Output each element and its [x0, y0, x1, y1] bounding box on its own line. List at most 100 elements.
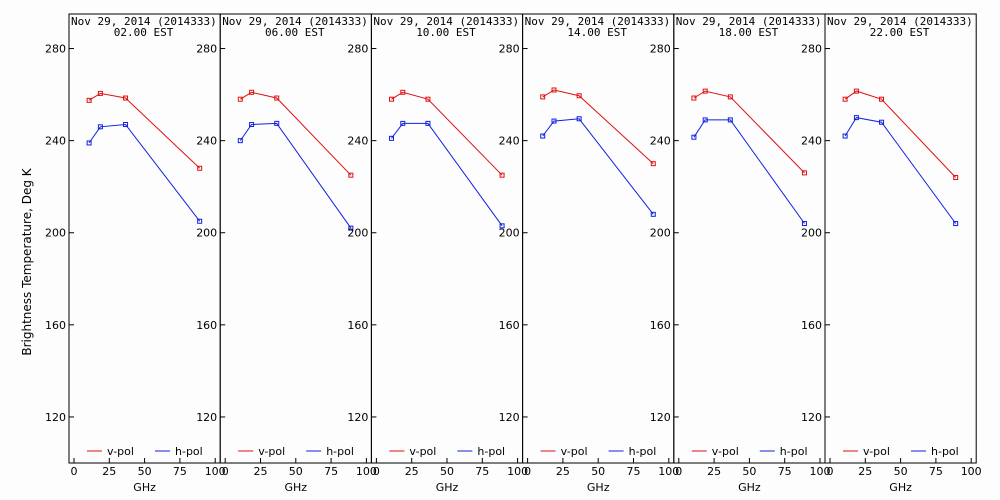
x-tick-label: 0	[524, 465, 531, 478]
x-tick-label: 50	[138, 465, 152, 478]
y-tick-label: 200	[650, 227, 671, 240]
x-axis-label: GHz	[436, 481, 459, 494]
data-point-h-pol	[348, 225, 354, 231]
data-point-h-pol	[842, 133, 848, 139]
chart-panel-4: Nov 29, 2014 (2014333)14.00 EST 120 160 200…	[499, 13, 679, 494]
panel-subtitle: 02.00 EST	[114, 26, 174, 39]
y-tick-label: 160	[45, 319, 66, 332]
data-point-v-pol	[650, 161, 656, 167]
y-tick-label: 160	[801, 319, 822, 332]
x-axis-label: GHz	[738, 481, 761, 494]
x-tick-label: 0	[222, 465, 229, 478]
data-point-v-pol	[400, 89, 406, 95]
legend-label-h-pol: h-pol	[477, 445, 505, 458]
y-tick-label: 280	[499, 43, 520, 56]
x-tick-label: 75	[324, 465, 338, 478]
series-line-h-pol	[542, 118, 654, 215]
x-tick-label: 100	[810, 465, 831, 478]
y-tick-label: 240	[347, 135, 368, 148]
x-tick-label: 0	[373, 465, 380, 478]
x-tick-label: 100	[658, 465, 679, 478]
x-axis-label: GHz	[587, 481, 610, 494]
x-tick-label: 0	[71, 465, 78, 478]
chart-panel-3: Nov 29, 2014 (2014333)10.00 EST 120 160 200…	[347, 13, 528, 494]
x-tick-label: 25	[405, 465, 419, 478]
data-point-v-pol	[551, 87, 557, 93]
y-tick-label: 240	[650, 135, 671, 148]
data-point-v-pol	[499, 172, 505, 178]
data-point-h-pol	[400, 120, 406, 126]
y-tick-label: 240	[801, 135, 822, 148]
y-tick-label: 120	[45, 411, 66, 424]
data-point-v-pol	[348, 172, 354, 178]
data-point-h-pol	[249, 122, 255, 128]
y-tick-label: 200	[45, 227, 66, 240]
panel-subtitle: 06.00 EST	[265, 26, 325, 39]
data-point-h-pol	[853, 115, 859, 121]
y-tick-label: 200	[801, 227, 822, 240]
data-point-h-pol	[727, 117, 733, 123]
legend-label-v-pol: v-pol	[561, 445, 588, 458]
legend-label-h-pol: h-pol	[629, 445, 657, 458]
legend-label-h-pol: h-pol	[175, 445, 203, 458]
data-point-h-pol	[123, 122, 129, 128]
data-point-h-pol	[953, 221, 959, 227]
y-tick-label: 160	[499, 319, 520, 332]
data-point-h-pol	[551, 118, 557, 124]
chart-panel-6: Nov 29, 2014 (2014333)22.00 EST 120 160 200…	[801, 13, 982, 494]
data-point-v-pol	[691, 95, 697, 101]
panel-title: Nov 29, 2014 (2014333)	[71, 15, 217, 28]
panel-subtitle: 18.00 EST	[719, 26, 779, 39]
data-point-v-pol	[97, 90, 103, 96]
data-point-v-pol	[953, 174, 959, 180]
data-point-v-pol	[197, 165, 203, 171]
data-point-v-pol	[576, 93, 582, 99]
x-axis-label: GHz	[285, 481, 308, 494]
x-axis-label: GHz	[133, 481, 156, 494]
panel-title: Nov 29, 2014 (2014333)	[373, 15, 519, 28]
data-point-h-pol	[702, 117, 708, 123]
x-tick-label: 50	[591, 465, 605, 478]
x-tick-label: 0	[827, 465, 834, 478]
chart-panel-1: Nov 29, 2014 (2014333)02.00 EST 120 160 200…	[45, 13, 226, 494]
series-line-h-pol	[844, 117, 957, 224]
x-tick-label: 25	[556, 465, 570, 478]
y-tick-label: 280	[650, 43, 671, 56]
series-line-v-pol	[240, 91, 352, 176]
data-point-v-pol	[879, 96, 885, 102]
chart-panel-2: Nov 29, 2014 (2014333)06.00 EST 120 160 200…	[196, 13, 377, 494]
y-tick-label: 200	[499, 227, 520, 240]
panel-title: Nov 29, 2014 (2014333)	[525, 15, 671, 28]
x-tick-label: 75	[778, 465, 792, 478]
y-axis-label: Brightness Temperature, Deg K	[20, 167, 34, 355]
x-tick-label: 25	[254, 465, 268, 478]
y-tick-label: 280	[196, 43, 217, 56]
data-point-v-pol	[249, 89, 255, 95]
y-tick-label: 120	[801, 411, 822, 424]
x-tick-label: 50	[440, 465, 454, 478]
x-axis-label: GHz	[889, 481, 912, 494]
data-point-v-pol	[123, 95, 129, 101]
series-line-h-pol	[391, 122, 503, 227]
data-point-v-pol	[274, 95, 280, 101]
series-line-v-pol	[391, 91, 503, 176]
data-point-v-pol	[389, 96, 395, 102]
series-line-h-pol	[239, 122, 352, 229]
legend-label-v-pol: v-pol	[107, 445, 134, 458]
data-point-h-pol	[540, 133, 546, 139]
x-tick-label: 25	[858, 465, 872, 478]
y-tick-label: 240	[499, 135, 520, 148]
y-tick-label: 120	[347, 411, 368, 424]
data-point-v-pol	[801, 170, 807, 176]
chart-panels: Nov 29, 2014 (2014333)02.00 EST120160200…	[45, 13, 982, 494]
legend-label-v-pol: v-pol	[712, 445, 739, 458]
y-tick-label: 280	[45, 43, 66, 56]
x-tick-label: 100	[961, 465, 982, 478]
data-point-h-pol	[274, 120, 280, 126]
series-line-v-pol	[844, 90, 957, 178]
y-tick-label: 240	[196, 135, 217, 148]
data-point-h-pol	[425, 120, 431, 126]
x-tick-label: 50	[289, 465, 303, 478]
data-point-h-pol	[86, 140, 92, 146]
